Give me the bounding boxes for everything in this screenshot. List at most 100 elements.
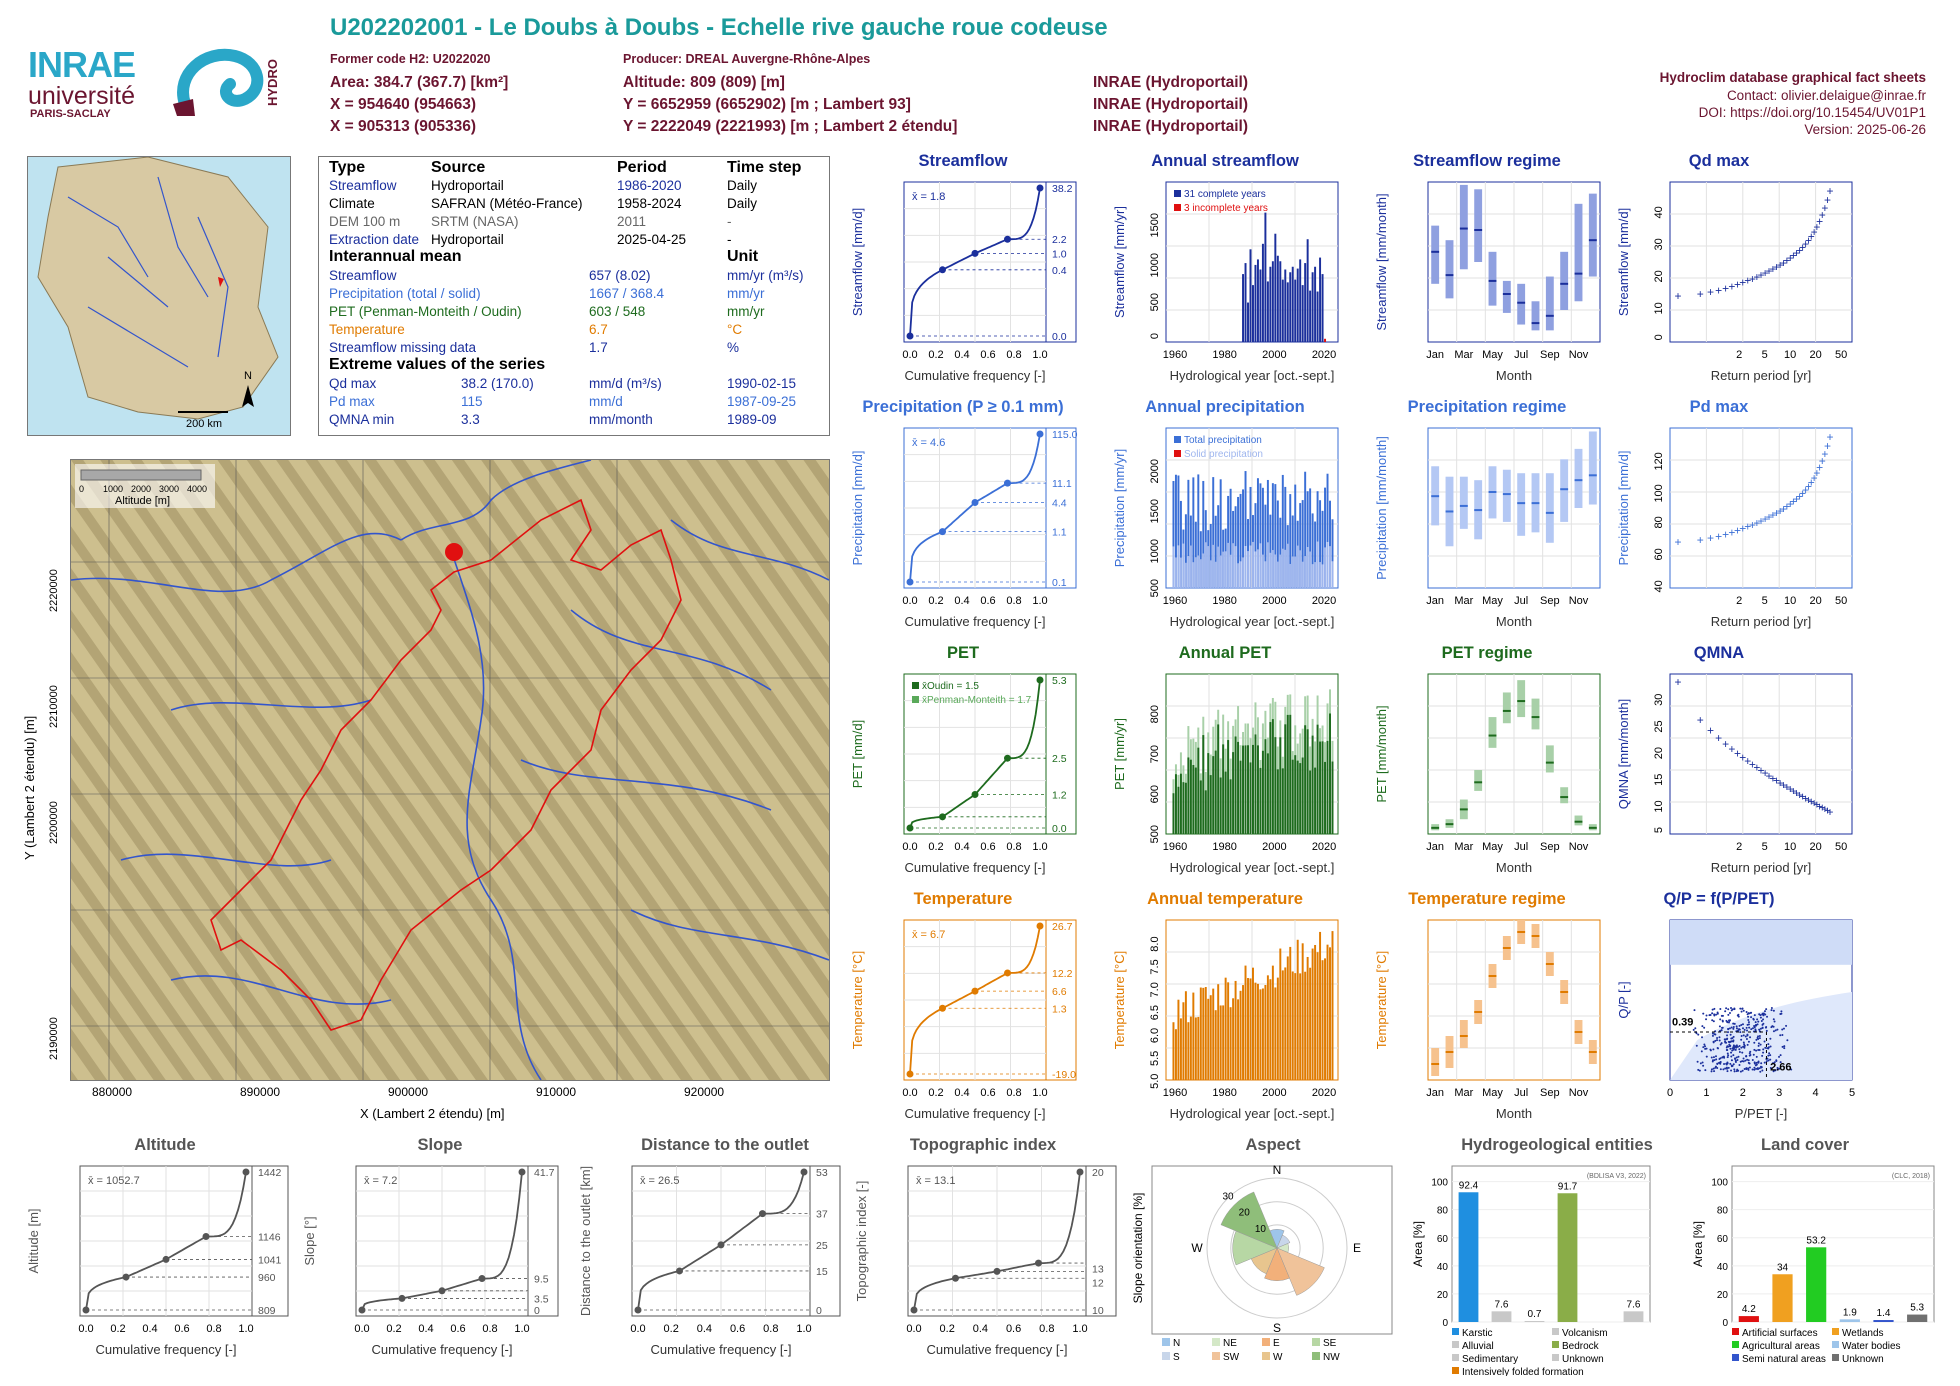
rtick-distance-1: 37 [816, 1209, 828, 1221]
bar-annual_temp-1992 [1254, 982, 1257, 1080]
x-label-pet_regime: Month [1496, 860, 1532, 875]
qp-pt [1732, 1039, 1735, 1042]
qp-pt [1716, 1039, 1719, 1042]
xtick-altitude-0: 0.0 [78, 1323, 93, 1335]
point-pet-4 [1036, 676, 1044, 684]
qp-pt [1753, 1068, 1756, 1071]
pt-qmna-22: + [1796, 788, 1803, 802]
y-label-annual_precip: Precipitation [mm/yr] [1112, 449, 1127, 567]
qp-pt [1710, 1056, 1713, 1059]
pt-pd_max-22: + [1796, 489, 1803, 503]
producer: Producer: DREAL Auvergne-Rhône-Alpes [623, 52, 871, 66]
qp-pt [1728, 1027, 1731, 1030]
mean-distance: x̄ = 26.5 [640, 1175, 679, 1187]
chart-annual_streamflow: 1960 1980 2000 2020 0 500 1000 1500 31 complete … [1112, 181, 1339, 383]
bar-annual_precip-2022 [1329, 500, 1331, 588]
bar-annual_streamflow-1992 [1254, 264, 1257, 342]
legend-aspect-3: SE [1323, 1338, 1337, 1349]
qp-pt [1740, 1035, 1743, 1038]
rtick-slope-1: 9.5 [534, 1274, 549, 1286]
pt-qmna-13: + [1766, 769, 1773, 783]
hydro-logo: HYDRO [173, 48, 280, 116]
area: Area: 384.7 (367.7) [km²] [330, 74, 509, 91]
xtick-precip-2: 0.4 [954, 595, 969, 607]
mean-precip: x̄ = 4.6 [912, 437, 945, 449]
bar-annual_temp-1993 [1256, 983, 1259, 1080]
pt-pd_max-25: + [1805, 479, 1812, 493]
xtick-qd_max-2: 10 [1784, 349, 1796, 361]
qp-pt [1757, 1035, 1760, 1038]
bar-annual_streamflow-2010 [1299, 259, 1302, 342]
qp-pt [1734, 1059, 1737, 1062]
qp-pt [1764, 1013, 1767, 1016]
qp-pt [1765, 1029, 1768, 1032]
qp-pt [1779, 1054, 1782, 1057]
legend-hydrogeo-1: Volcanism [1562, 1328, 1608, 1339]
qp-pt [1760, 1066, 1763, 1069]
qp-pt [1757, 1060, 1760, 1063]
pt-qd_max-2: + [1707, 285, 1714, 299]
point-streamflow-3 [1004, 235, 1011, 243]
x-label-annual_precip: Hydrological year [oct.-sept.] [1170, 614, 1335, 629]
bar-annual_temp-1967 [1192, 992, 1195, 1080]
qp-pt [1712, 1048, 1715, 1051]
qp-pt [1753, 1041, 1756, 1044]
rtick-precip-4: 0.1 [1052, 577, 1067, 589]
legend-hydrogeo-6: Intensively folded formation [1462, 1367, 1584, 1376]
bar-annual_streamflow-1997 [1266, 281, 1269, 342]
bar-annual_streamflow-1987 [1242, 274, 1245, 342]
chart-altitude: 1442 1146 1041 960 809 0.0 0.2 0.4 0.6 0.8 1.0 x̄ =… [26, 1165, 289, 1357]
pt-qmna-7: + [1739, 751, 1746, 765]
pt-qd_max-1: + [1697, 287, 1704, 301]
sector-S [1264, 1247, 1290, 1281]
qp-pt [1758, 1067, 1761, 1070]
bar-annual_precip-1988 [1244, 471, 1247, 588]
chart-title-streamflow_regime: Streamflow regime [1413, 152, 1561, 170]
bar-annual_streamflow-1993 [1256, 259, 1259, 342]
pt-qmna-1: + [1697, 713, 1704, 727]
qp-pt [1765, 1060, 1768, 1063]
ytick-hydrogeo-2: 40 [1437, 1262, 1449, 1273]
xtick-topo-3: 0.6 [1006, 1323, 1021, 1335]
qp-pt [1763, 1010, 1766, 1013]
qp-pt [1730, 1065, 1733, 1068]
xtick-temp_regime-4: Sep [1540, 1087, 1560, 1099]
qp-pt [1740, 1038, 1743, 1041]
qp-pt [1744, 1059, 1747, 1062]
pt-qmna-4: + [1722, 737, 1729, 751]
xtick-annual_streamflow-0: 1960 [1163, 349, 1187, 361]
bar-annual_streamflow-2002 [1279, 261, 1282, 342]
qp-pt [1761, 1054, 1764, 1057]
qp-pt [1729, 1047, 1732, 1050]
xtick-pet_regime-4: Sep [1540, 841, 1560, 853]
qp-pt [1761, 1026, 1764, 1029]
bar-annual_precip-1971 [1202, 480, 1205, 588]
point-distance-0 [634, 1306, 642, 1314]
ytick-annual_temp-1: 5.5 [1149, 1051, 1161, 1066]
qp-pt [1736, 1045, 1739, 1048]
qp-pt [1726, 1037, 1729, 1040]
xtick-altitude-3: 0.6 [174, 1323, 189, 1335]
qp-pt [1768, 1052, 1771, 1055]
box-pet_regime-8 [1545, 745, 1554, 773]
former-code: Former code H2: U2022020 [330, 52, 491, 66]
legend-hydrogeo-5: Unknown [1562, 1354, 1604, 1365]
xtick-pet_regime-2: May [1482, 841, 1503, 853]
qp-pt [1721, 1014, 1724, 1017]
box-streamflow_regime-0 [1431, 225, 1440, 284]
chart-qd_max: + + + + + +++++++++++++++++++++++++++++2 5 10 20… [1616, 181, 1853, 383]
qp-pt [1733, 1068, 1736, 1071]
qp-pt [1757, 1020, 1760, 1023]
info-table: Type Source Period Time step Streamflow … [318, 156, 830, 436]
xtick-precip_regime-2: May [1482, 595, 1503, 607]
qp-pt [1727, 1066, 1730, 1069]
legend-hydrogeo-2: Alluvial [1462, 1341, 1494, 1352]
qp-pt [1758, 1037, 1761, 1040]
pt-qd_max-25: + [1805, 233, 1812, 247]
point-topo-0 [910, 1306, 918, 1314]
point-temp-3 [1004, 969, 1011, 977]
legend-annual_precip-1: Solid precipitation [1184, 449, 1263, 460]
pt-qmna-28: + [1813, 798, 1820, 812]
qp-pt [1730, 1040, 1733, 1043]
vlabel-hydrogeo-3: 91.7 [1558, 1181, 1578, 1192]
